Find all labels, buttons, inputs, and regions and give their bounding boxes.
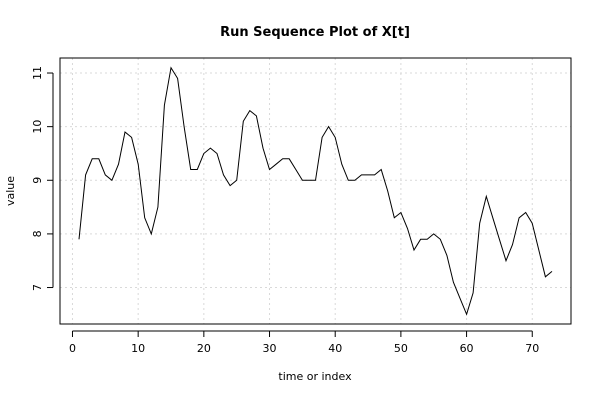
x-tick-label: 70: [525, 342, 539, 355]
x-tick-label: 30: [263, 342, 277, 355]
x-tick-label: 0: [69, 342, 76, 355]
y-axis: 7 8 9 10 11: [31, 66, 54, 291]
plot-frame: [59, 57, 572, 325]
y-tick-label: 10: [31, 120, 44, 134]
y-tick-label: 7: [31, 284, 44, 291]
y-tick-label: 8: [31, 230, 44, 237]
y-tick-label: 11: [31, 66, 44, 80]
x-axis-label: time or index: [278, 370, 352, 383]
grid: [60, 58, 571, 324]
y-axis-label: value: [4, 176, 17, 206]
x-tick-label: 60: [460, 342, 474, 355]
y-tick-label: 9: [31, 177, 44, 184]
x-tick-label: 20: [197, 342, 211, 355]
series-line: [78, 66, 553, 316]
x-axis: 0 10 20 30 40 50 60 70: [69, 330, 539, 355]
x-tick-label: 40: [328, 342, 342, 355]
x-tick-label: 50: [394, 342, 408, 355]
x-tick-label: 10: [131, 342, 145, 355]
chart-title: Run Sequence Plot of X[t]: [220, 25, 410, 40]
